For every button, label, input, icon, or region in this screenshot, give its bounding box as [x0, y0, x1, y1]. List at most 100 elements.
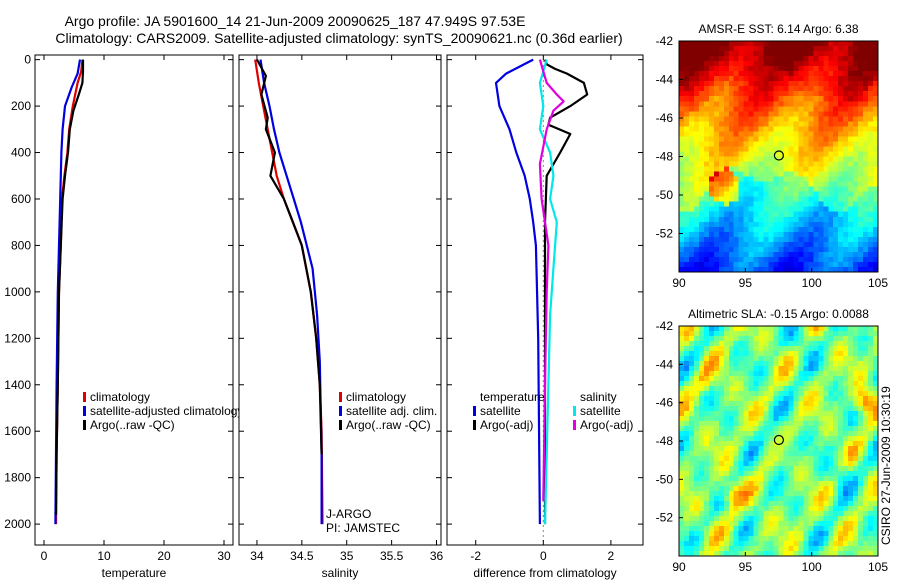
- field-cell: [783, 341, 790, 347]
- field-cell: [788, 346, 795, 352]
- field-cell: [679, 76, 685, 82]
- field-cell: [823, 406, 829, 412]
- field-cell: [833, 171, 839, 178]
- field-cell: [798, 466, 804, 472]
- field-cell: [703, 56, 710, 62]
- field-cell: [693, 356, 700, 362]
- field-cell: [858, 491, 864, 497]
- field-cell: [733, 141, 740, 148]
- field-cell: [753, 241, 760, 248]
- field-cell: [693, 76, 700, 82]
- field-cell: [793, 191, 799, 198]
- field-cell: [773, 411, 780, 417]
- field-cell: [758, 431, 765, 437]
- field-cell: [873, 351, 879, 357]
- field-cell: [713, 506, 720, 512]
- field-cell: [753, 466, 760, 472]
- field-cell: [758, 491, 765, 497]
- field-cell: [713, 401, 720, 407]
- field-cell: [773, 86, 780, 92]
- field-cell: [868, 471, 874, 477]
- field-cell: [738, 476, 745, 482]
- field-cell: [688, 226, 695, 233]
- field-cell: [843, 141, 849, 148]
- field-cell: [873, 66, 879, 72]
- field-cell: [838, 541, 844, 547]
- field-cell: [788, 501, 795, 507]
- field-cell: [828, 376, 834, 382]
- field-cell: [803, 91, 809, 97]
- field-cell: [758, 376, 765, 382]
- field-cell: [718, 341, 725, 347]
- field-cell: [713, 106, 720, 112]
- field-cell: [848, 46, 854, 52]
- field-cell: [718, 171, 725, 178]
- field-cell: [863, 536, 869, 542]
- field-cell: [848, 196, 854, 203]
- field-cell: [863, 81, 869, 87]
- field-cell: [688, 391, 695, 397]
- field-cell: [683, 221, 690, 228]
- field-cell: [723, 221, 730, 228]
- field-cell: [848, 451, 854, 457]
- field-cell: [718, 241, 725, 248]
- field-cell: [843, 421, 849, 427]
- field-cell: [743, 111, 750, 117]
- field-cell: [858, 401, 864, 407]
- field-cell: [728, 191, 735, 198]
- field-cell: [798, 496, 804, 502]
- field-cell: [818, 501, 824, 507]
- field-cell: [693, 186, 700, 193]
- field-cell: [823, 426, 829, 432]
- field-cell: [683, 146, 690, 153]
- field-cell: [853, 521, 859, 527]
- field-cell: [858, 266, 864, 273]
- field-cell: [823, 151, 829, 158]
- field-cell: [703, 411, 710, 417]
- field-cell: [803, 226, 809, 233]
- field-cell: [783, 181, 790, 188]
- figure-title-line2: Climatology: CARS2009. Satellite-adjuste…: [55, 30, 622, 46]
- field-cell: [743, 466, 750, 472]
- field-cell: [733, 516, 740, 522]
- field-cell: [788, 456, 795, 462]
- field-cell: [753, 156, 760, 163]
- field-cell: [868, 551, 874, 557]
- field-cell: [743, 461, 750, 467]
- field-cell: [683, 171, 690, 178]
- field-cell: [718, 391, 725, 397]
- field-cell: [708, 431, 715, 437]
- field-cell: [798, 231, 804, 238]
- field-cell: [828, 46, 834, 52]
- field-cell: [718, 61, 725, 67]
- field-cell: [853, 331, 859, 337]
- field-cell: [743, 411, 750, 417]
- field-cell: [798, 186, 804, 193]
- field-cell: [818, 146, 824, 153]
- field-cell: [679, 416, 685, 422]
- field-cell: [693, 171, 700, 178]
- field-cell: [873, 106, 879, 112]
- field-cell: [683, 81, 690, 87]
- field-cell: [813, 111, 819, 117]
- field-cell: [723, 146, 730, 153]
- field-cell: [863, 226, 869, 233]
- field-cell: [783, 231, 790, 238]
- field-cell: [863, 41, 869, 47]
- field-cell: [818, 416, 824, 422]
- field-cell: [679, 266, 685, 273]
- field-cell: [873, 86, 879, 92]
- field-cell: [733, 136, 740, 143]
- field-cell: [679, 61, 685, 67]
- field-cell: [838, 196, 844, 203]
- field-cell: [778, 326, 785, 332]
- field-cell: [708, 396, 715, 402]
- field-cell: [683, 61, 690, 67]
- field-cell: [718, 471, 725, 477]
- field-cell: [783, 146, 790, 153]
- field-cell: [793, 166, 799, 173]
- field-cell: [863, 261, 869, 268]
- field-cell: [868, 86, 874, 92]
- field-cell: [873, 206, 879, 213]
- field-cell: [728, 506, 735, 512]
